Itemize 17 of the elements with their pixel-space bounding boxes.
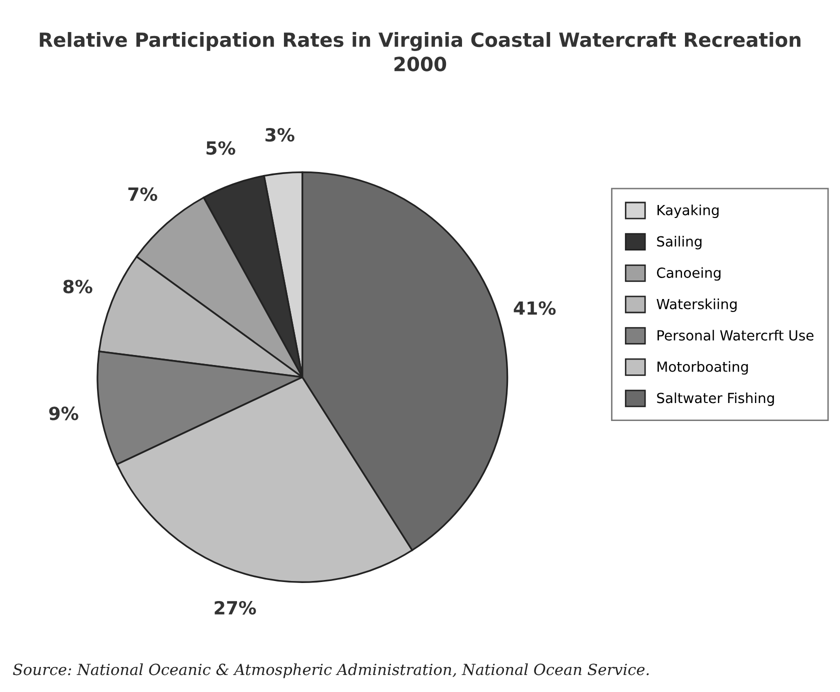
legend-label: Motorboating	[658, 361, 748, 375]
data-label: 41%	[514, 301, 556, 315]
data-label: 7%	[128, 187, 158, 201]
chart-title: Relative Participation Rates in Virginia Coastal Watercraft Recreation	[40, 32, 800, 52]
legend-label: Sailing	[657, 236, 702, 250]
data-label: 5%	[206, 141, 236, 155]
chart-subtitle: 2000	[394, 56, 446, 72]
source-note: Source: National Oceanic & Atmospheric Administration, National Ocean Service.	[13, 663, 649, 678]
legend-label: Kayaking	[658, 204, 719, 218]
data-label: 9%	[49, 406, 78, 420]
legend-label: Personal Watercrft Use	[658, 330, 814, 341]
data-label: 8%	[63, 280, 92, 294]
legend-label: Saltwater Fishing	[657, 392, 774, 406]
data-label: 3%	[266, 128, 294, 142]
legend-label: Canoeing	[656, 267, 720, 281]
legend-label: Waterskiing	[656, 298, 737, 312]
data-label: 27%	[214, 600, 256, 615]
